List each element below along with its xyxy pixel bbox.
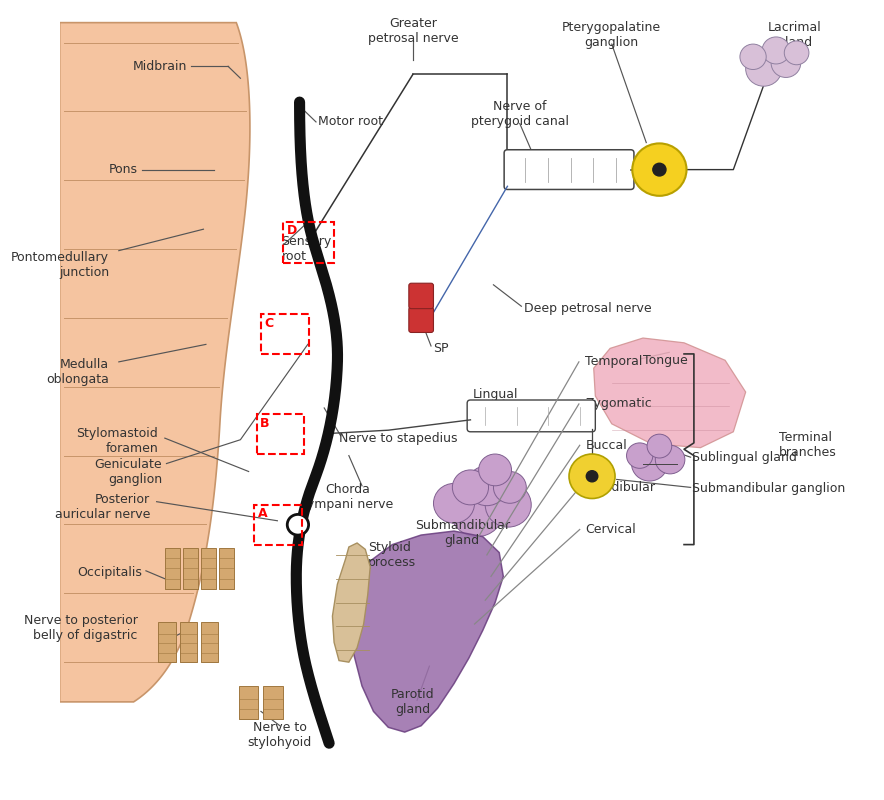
Circle shape bbox=[746, 51, 781, 86]
Text: D: D bbox=[286, 225, 297, 238]
Text: Nerve to stapedius: Nerve to stapedius bbox=[339, 432, 458, 445]
Text: Chorda
tympani nerve: Chorda tympani nerve bbox=[301, 483, 392, 511]
Text: Buccal: Buccal bbox=[585, 438, 628, 452]
Text: Sublingual gland: Sublingual gland bbox=[692, 451, 797, 465]
Bar bbox=[183, 548, 198, 589]
Text: Submandibular ganglion: Submandibular ganglion bbox=[692, 482, 845, 495]
Circle shape bbox=[586, 470, 598, 482]
Circle shape bbox=[784, 41, 809, 65]
Text: B: B bbox=[260, 417, 270, 430]
Bar bbox=[261, 314, 309, 354]
Text: Deep petrosal nerve: Deep petrosal nerve bbox=[524, 302, 652, 315]
Bar bbox=[201, 622, 218, 662]
FancyBboxPatch shape bbox=[408, 283, 433, 309]
Text: Nerve to
stylohyoid: Nerve to stylohyoid bbox=[248, 722, 312, 750]
Text: Parotid
gland: Parotid gland bbox=[391, 688, 435, 716]
FancyBboxPatch shape bbox=[504, 150, 634, 190]
Text: Lingual
nerve: Lingual nerve bbox=[472, 388, 518, 416]
Circle shape bbox=[451, 486, 503, 537]
Bar bbox=[283, 222, 334, 263]
Circle shape bbox=[493, 471, 526, 503]
Circle shape bbox=[627, 443, 652, 468]
Polygon shape bbox=[332, 543, 370, 662]
Text: Pons: Pons bbox=[109, 163, 138, 176]
FancyBboxPatch shape bbox=[467, 400, 595, 432]
Text: Submandibular
gland: Submandibular gland bbox=[415, 518, 510, 546]
Bar bbox=[263, 686, 283, 719]
FancyBboxPatch shape bbox=[408, 307, 433, 333]
Circle shape bbox=[485, 482, 531, 527]
Text: Mandibular: Mandibular bbox=[585, 481, 655, 494]
Text: Nerve of
pterygoid canal: Nerve of pterygoid canal bbox=[471, 100, 568, 128]
Bar bbox=[201, 548, 216, 589]
Text: Posterior
auricular nerve: Posterior auricular nerve bbox=[55, 494, 150, 522]
Circle shape bbox=[453, 470, 489, 505]
Polygon shape bbox=[60, 22, 250, 702]
Text: Midbrain: Midbrain bbox=[133, 60, 187, 73]
Bar bbox=[255, 505, 302, 545]
Text: SP: SP bbox=[433, 342, 449, 355]
Text: Medulla
oblongata: Medulla oblongata bbox=[46, 358, 109, 386]
Circle shape bbox=[647, 434, 672, 458]
Bar bbox=[158, 622, 176, 662]
Bar bbox=[239, 686, 258, 719]
Circle shape bbox=[740, 44, 766, 70]
Text: Occipitalis: Occipitalis bbox=[77, 566, 141, 579]
Text: Styloid
process: Styloid process bbox=[368, 541, 415, 569]
Circle shape bbox=[762, 37, 790, 64]
Circle shape bbox=[433, 483, 475, 523]
Text: Geniculate
ganglion: Geniculate ganglion bbox=[95, 458, 163, 486]
Text: Lacrimal
gland: Lacrimal gland bbox=[768, 21, 822, 49]
Polygon shape bbox=[594, 338, 746, 448]
Circle shape bbox=[632, 143, 687, 196]
Text: Sensory
root: Sensory root bbox=[281, 235, 332, 263]
Text: Cervical: Cervical bbox=[585, 523, 636, 536]
Text: Greater
petrosal nerve: Greater petrosal nerve bbox=[368, 17, 458, 45]
Bar bbox=[257, 414, 304, 454]
Text: Temporal: Temporal bbox=[585, 355, 643, 368]
Circle shape bbox=[467, 466, 507, 506]
Circle shape bbox=[569, 454, 615, 498]
Text: Zygomatic: Zygomatic bbox=[585, 398, 652, 410]
Text: Tongue: Tongue bbox=[643, 354, 688, 366]
Bar bbox=[164, 548, 179, 589]
Text: Stylomastoid
foramen: Stylomastoid foramen bbox=[77, 427, 158, 455]
Text: Terminal
branches: Terminal branches bbox=[779, 431, 836, 459]
Bar bbox=[179, 622, 197, 662]
Circle shape bbox=[655, 446, 685, 474]
Text: C: C bbox=[264, 317, 273, 330]
Circle shape bbox=[631, 446, 667, 481]
Circle shape bbox=[287, 514, 309, 535]
Polygon shape bbox=[349, 531, 503, 732]
Text: Nerve to posterior
belly of digastric: Nerve to posterior belly of digastric bbox=[24, 614, 138, 642]
Text: Pontomedullary
junction: Pontomedullary junction bbox=[11, 251, 109, 279]
Circle shape bbox=[652, 163, 666, 176]
Text: Motor root: Motor root bbox=[318, 115, 384, 129]
Text: Pterygopalatine
ganglion: Pterygopalatine ganglion bbox=[562, 21, 661, 49]
Circle shape bbox=[478, 454, 512, 486]
Bar bbox=[219, 548, 234, 589]
Text: A: A bbox=[257, 507, 267, 520]
Circle shape bbox=[771, 49, 801, 78]
